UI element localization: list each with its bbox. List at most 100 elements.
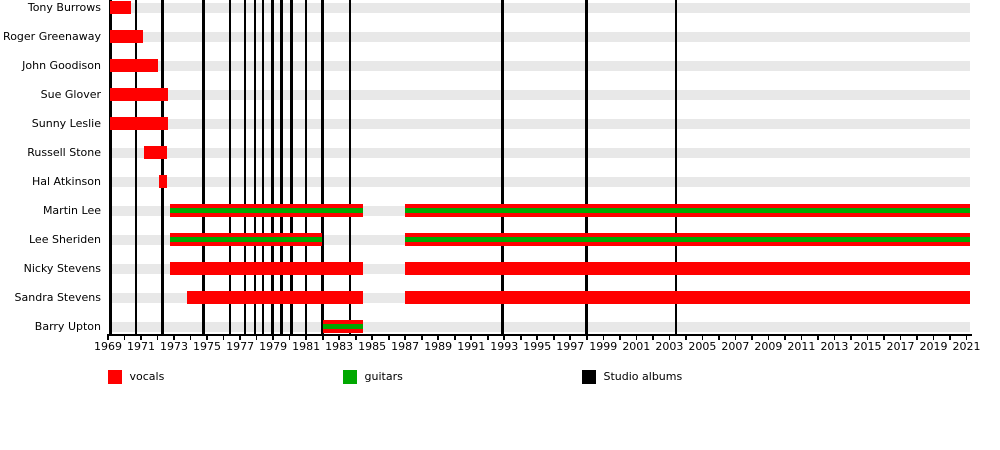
member-label: Nicky Stevens [23,262,101,275]
x-axis-tick-label: 1973 [160,339,189,353]
studio-album-line [202,0,206,335]
x-axis-tick-label: 1979 [259,339,288,353]
x-axis-tick [850,336,852,341]
studio-album-line [289,0,293,335]
x-axis-tick [288,336,291,341]
member-bar-vocals [110,1,132,14]
member-label: Sunny Leslie [31,117,101,130]
legend-swatch-guitars [343,370,357,384]
x-axis-tick-label: 1989 [424,339,453,353]
row-band [110,147,970,158]
member-bar-vocals [110,88,169,101]
x-axis-tick [833,336,836,341]
x-axis-tick [140,336,142,341]
y-axis-line [109,0,112,335]
studio-album-line [280,0,283,335]
x-axis-tick [965,336,968,341]
member-bar-vocals [405,262,970,275]
x-axis-tick-label: 2015 [853,339,882,353]
member-label: Tony Burrows [27,1,101,14]
x-axis-tick [156,336,159,341]
guitars-stripe [169,237,322,242]
x-axis-tick [635,336,638,341]
member-bar-vocals [144,146,167,159]
x-axis-tick [784,336,786,341]
x-axis-tick-label: 2007 [721,339,750,353]
x-axis-tick [371,336,374,341]
x-axis-tick-label: 1997 [556,339,585,353]
member-bar-vocals [405,291,970,304]
studio-album-line [270,0,274,335]
x-axis-tick-label: 1971 [127,339,156,353]
x-axis-tick-label: 1985 [358,339,387,353]
x-axis-tick [206,336,208,341]
guitars-stripe [405,208,970,213]
x-axis-tick [404,336,407,341]
member-bar-vocals [169,262,364,275]
legend-label: guitars [364,370,403,383]
x-axis-tick [222,336,225,341]
x-axis-tick [420,336,423,341]
x-axis-tick-label: 1999 [589,339,618,353]
x-axis-tick-label: 2011 [787,339,816,353]
studio-album-line [501,0,504,335]
x-axis-tick [173,336,175,341]
x-axis-tick [602,336,605,341]
member-label: Lee Sheriden [29,233,101,246]
x-axis-tick-label: 2017 [886,339,915,353]
x-axis-tick [751,336,753,341]
member-bar-vocals [110,59,158,72]
x-axis-tick [652,336,654,341]
x-axis-tick [767,336,770,341]
x-axis-tick [800,336,803,341]
legend-label: vocals [129,370,165,383]
legend-swatch-studio-albums [582,370,596,384]
studio-album-line [348,0,352,335]
member-label: Roger Greenaway [3,30,101,43]
x-axis-tick [305,336,307,341]
x-axis-tick [619,336,621,341]
member-bar-vocals [187,291,364,304]
x-axis-tick-label: 2003 [655,339,684,353]
row-band [110,31,970,42]
studio-album-line [304,0,308,335]
row-band [110,176,970,187]
x-axis-tick [866,336,869,341]
x-axis-tick [354,336,357,341]
x-axis-tick [701,336,704,341]
member-bar-vocals [110,30,143,43]
x-axis-tick [123,336,126,341]
x-axis-tick [685,336,687,341]
x-axis-tick [453,336,456,341]
x-axis-tick-label: 2001 [622,339,651,353]
studio-album-line [228,0,232,335]
x-axis-tick-label: 1975 [193,339,222,353]
studio-album-line [261,0,265,335]
member-label: Martin Lee [42,204,101,217]
x-axis-tick [272,336,274,341]
member-label: Sue Glover [40,88,101,101]
x-axis-tick [387,336,390,341]
x-axis-tick-label: 2005 [688,339,717,353]
x-axis-tick-label: 1987 [391,339,420,353]
x-axis-tick [552,336,555,341]
x-axis-tick [321,336,324,341]
member-label: John Goodison [22,59,101,72]
guitars-stripe [405,237,970,242]
member-label: Hal Atkinson [31,175,101,188]
row-band [110,89,970,100]
member-bar-vocals [159,175,168,188]
row-band [110,2,970,13]
x-axis-tick-label: 2019 [919,339,948,353]
x-axis-tick-label: 1995 [523,339,552,353]
x-axis-tick-label: 1991 [457,339,486,353]
member-label: Sandra Stevens [14,291,101,304]
studio-album-line [161,0,164,335]
studio-album-line [585,0,589,335]
x-axis-tick [503,336,506,341]
x-axis-tick [916,336,918,341]
row-band [110,118,970,129]
x-axis-tick-label: 2013 [820,339,849,353]
x-axis-tick [668,336,671,341]
